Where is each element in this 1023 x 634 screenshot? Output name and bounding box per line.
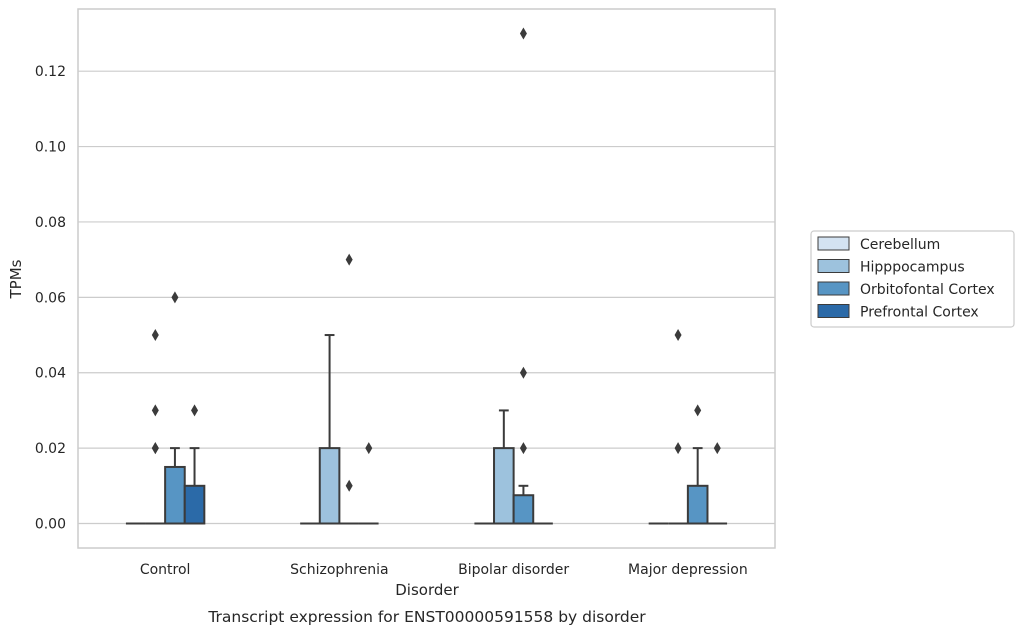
legend-label: Orbitofontal Cortex	[860, 282, 995, 298]
box	[512, 27, 535, 525]
box	[668, 329, 688, 525]
x-tick-label: Major depression	[628, 562, 748, 578]
legend-item: Prefrontal Cortex	[817, 304, 979, 321]
gridlines	[78, 70, 775, 525]
legend-swatch	[817, 259, 850, 273]
y-tick-label: 0.12	[35, 64, 66, 80]
box	[358, 442, 379, 525]
box-group	[125, 291, 206, 525]
outlier-point	[674, 442, 682, 455]
box	[339, 253, 359, 525]
box-body	[164, 465, 186, 525]
x-tick-label: Control	[140, 562, 191, 578]
legend-swatch	[817, 304, 850, 318]
box-group	[648, 329, 728, 525]
legend-swatch	[817, 281, 850, 296]
box	[145, 329, 166, 525]
outlier-point	[519, 27, 527, 40]
outlier-point	[191, 404, 199, 417]
plot-frame	[77, 8, 776, 549]
box	[164, 291, 186, 525]
outlier-point	[151, 442, 159, 455]
box-body	[493, 447, 515, 525]
outlier-point	[151, 404, 159, 417]
legend-label: Prefrontal Cortex	[860, 305, 979, 321]
outlier-point	[345, 253, 353, 266]
legend: Cerebellum Hipppocampus Orbitofontal Corte…	[810, 230, 1015, 328]
outlier-point	[171, 291, 179, 304]
plot-border	[77, 8, 776, 549]
box-body	[512, 494, 535, 525]
y-axis-label: TPMs	[7, 259, 25, 299]
outlier-point	[713, 442, 721, 455]
box-body	[686, 484, 709, 525]
legend-frame	[810, 230, 1015, 328]
legend-item: Orbitofontal Cortex	[817, 281, 995, 298]
box	[707, 442, 728, 525]
box-body	[183, 484, 206, 525]
box	[183, 404, 206, 525]
y-axis: 0.00 0.02 0.04 0.06 0.08 0.10 0.12	[35, 64, 66, 532]
x-tick-label: Schizophrenia	[290, 562, 388, 578]
y-tick-label: 0.04	[35, 366, 66, 382]
box-body	[318, 447, 341, 525]
outlier-point	[345, 479, 353, 492]
legend-label: Hipppocampus	[860, 260, 965, 276]
outlier-point	[519, 366, 527, 379]
outlier-point	[151, 329, 159, 342]
x-axis: Control Schizophrenia Bipolar disorder Majo…	[140, 562, 748, 578]
legend-item: Cerebellum	[817, 236, 940, 253]
y-tick-label: 0.02	[35, 441, 66, 457]
outlier-point	[674, 329, 682, 342]
legend-swatch	[817, 236, 850, 251]
y-tick-label: 0.08	[35, 215, 66, 231]
x-tick-label: Bipolar disorder	[458, 562, 569, 578]
box	[318, 334, 341, 525]
x-axis-label: Disorder	[395, 581, 459, 599]
legend-label: Cerebellum	[860, 237, 940, 253]
legend-item: Hipppocampus	[817, 259, 965, 276]
outlier-point	[694, 404, 702, 417]
outlier-point	[519, 442, 527, 455]
box-group	[300, 253, 379, 525]
y-tick-label: 0.06	[35, 290, 66, 306]
box	[686, 404, 709, 525]
y-tick-label: 0.00	[35, 517, 66, 533]
box-group	[474, 27, 553, 525]
outlier-point	[365, 442, 373, 455]
y-tick-label: 0.10	[35, 140, 66, 156]
box	[493, 409, 515, 525]
box-groups	[125, 27, 728, 525]
chart-caption: Transcript expression for ENST0000059155…	[207, 608, 646, 626]
